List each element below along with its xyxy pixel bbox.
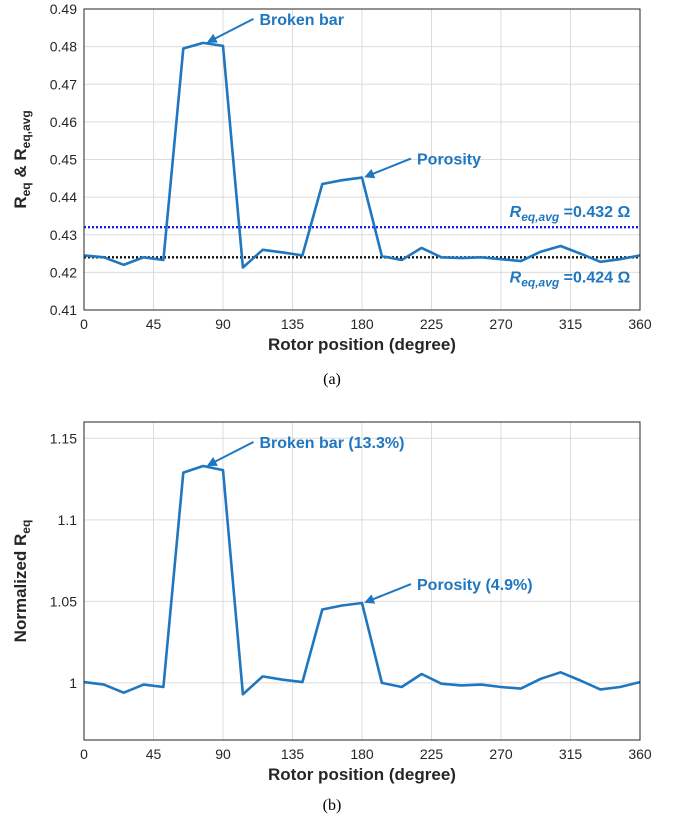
reference-label-main-1: R xyxy=(510,269,522,286)
x-tick-label-a-1: 45 xyxy=(146,316,162,332)
x-axis-label-b: Rotor position (degree) xyxy=(268,765,456,784)
x-tick-label-a-8: 360 xyxy=(628,316,652,332)
reference-label-1: Req,avg =0.424 Ω xyxy=(510,269,631,289)
series-b xyxy=(83,464,641,696)
plot-frame-b xyxy=(83,421,641,741)
y-label-a-r1: R xyxy=(11,196,30,208)
x-axis-label-a: Rotor position (degree) xyxy=(268,335,456,354)
y-tick-labels-a: 0.41 0.42 0.43 0.44 0.45 0.46 0.47 0.48 0.49 xyxy=(50,1,77,318)
x-tick-label-a-3: 135 xyxy=(281,316,305,332)
reference-lines-a xyxy=(84,226,640,259)
reference-label-main-0: R xyxy=(510,204,522,221)
panel-label-a: (a) xyxy=(323,371,341,388)
y-tick-label-a-5: 0.46 xyxy=(50,114,77,130)
series-line-b-0 xyxy=(83,464,641,696)
x-tick-label-a-2: 90 xyxy=(215,316,231,332)
x-tick-label-a-0: 0 xyxy=(80,316,88,332)
annotations-a: Broken bar Porosity xyxy=(206,12,481,179)
y-label-a-amp: & R xyxy=(11,148,30,182)
annotation-label-b-0: Broken bar (13.3%) xyxy=(259,435,404,452)
panel-label-b: (b) xyxy=(323,797,342,814)
x-tick-label-b-7: 315 xyxy=(559,746,583,762)
annotation-label-a-0: Broken bar xyxy=(259,12,343,29)
x-tick-label-a-7: 315 xyxy=(559,316,583,332)
y-tick-label-a-7: 0.48 xyxy=(50,39,77,55)
reference-label-sub-1: eq,avg xyxy=(521,275,560,289)
y-tick-label-a-2: 0.43 xyxy=(50,227,77,243)
annotation-arrow-a-0 xyxy=(206,17,254,43)
y-tick-label-b-2: 1.1 xyxy=(58,512,78,528)
x-tick-label-b-5: 225 xyxy=(420,746,444,762)
y-tick-label-b-3: 1.15 xyxy=(50,430,77,446)
annotation-arrow-a-1 xyxy=(364,157,412,179)
annotation-label-b-1: Porosity (4.9%) xyxy=(417,577,533,594)
x-tick-label-b-4: 180 xyxy=(350,746,374,762)
x-tick-label-a-5: 225 xyxy=(420,316,444,332)
x-tick-label-b-6: 270 xyxy=(489,746,513,762)
y-tick-label-a-8: 0.49 xyxy=(50,1,77,17)
plot-frame-a xyxy=(83,8,641,311)
y-tick-label-b-0: 1 xyxy=(69,675,77,691)
chart-panel-b: 0 45 90 135 180 225 270 315 360 1 1.05 1.1 1.15 Bro… xyxy=(11,421,652,814)
series-line-a-0 xyxy=(83,41,641,269)
y-tick-label-b-1: 1.05 xyxy=(50,593,77,609)
chart-panel-a: 0 45 90 135 180 225 270 315 360 0.41 0.42 0.43 0.44… xyxy=(11,1,652,388)
x-tick-labels-b: 0 45 90 135 180 225 270 315 360 xyxy=(80,746,652,762)
y-tick-label-a-0: 0.41 xyxy=(50,302,77,318)
y-label-a-sub1: eq xyxy=(19,182,33,196)
reference-label-value-1: =0.424 Ω xyxy=(559,269,630,286)
x-tick-label-b-2: 90 xyxy=(215,746,231,762)
annotations-b: Broken bar (13.3%) Porosity (4.9%) xyxy=(206,435,533,604)
y-tick-label-a-6: 0.47 xyxy=(50,76,77,92)
reference-label-sub-0: eq,avg xyxy=(521,210,560,224)
y-label-b-main: Normalized R xyxy=(11,534,30,643)
y-axis-label-a: Req & Req,avg xyxy=(11,110,33,208)
y-tick-labels-b: 1 1.05 1.1 1.15 xyxy=(50,430,77,691)
y-label-b-sub: eq xyxy=(19,520,33,534)
annotation-arrow-b-0 xyxy=(206,441,254,466)
x-tick-label-a-4: 180 xyxy=(350,316,374,332)
x-tick-label-b-1: 45 xyxy=(146,746,162,762)
reference-label-0: Req,avg =0.432 Ω xyxy=(510,204,631,224)
x-tick-labels-a: 0 45 90 135 180 225 270 315 360 xyxy=(80,316,652,332)
x-tick-label-a-6: 270 xyxy=(489,316,513,332)
y-label-a-sub2: eq,avg xyxy=(19,110,33,148)
x-tick-label-b-3: 135 xyxy=(281,746,305,762)
series-a xyxy=(83,41,641,269)
reference-label-value-0: =0.432 Ω xyxy=(559,204,630,221)
x-tick-label-b-0: 0 xyxy=(80,746,88,762)
annotation-arrow-b-1 xyxy=(364,583,412,604)
y-tick-label-a-1: 0.42 xyxy=(50,264,77,280)
y-tick-label-a-4: 0.45 xyxy=(50,152,77,168)
y-tick-label-a-3: 0.44 xyxy=(50,189,77,205)
y-axis-label-b: Normalized Req xyxy=(11,520,33,643)
x-tick-label-b-8: 360 xyxy=(628,746,652,762)
annotation-label-a-1: Porosity xyxy=(417,152,481,169)
